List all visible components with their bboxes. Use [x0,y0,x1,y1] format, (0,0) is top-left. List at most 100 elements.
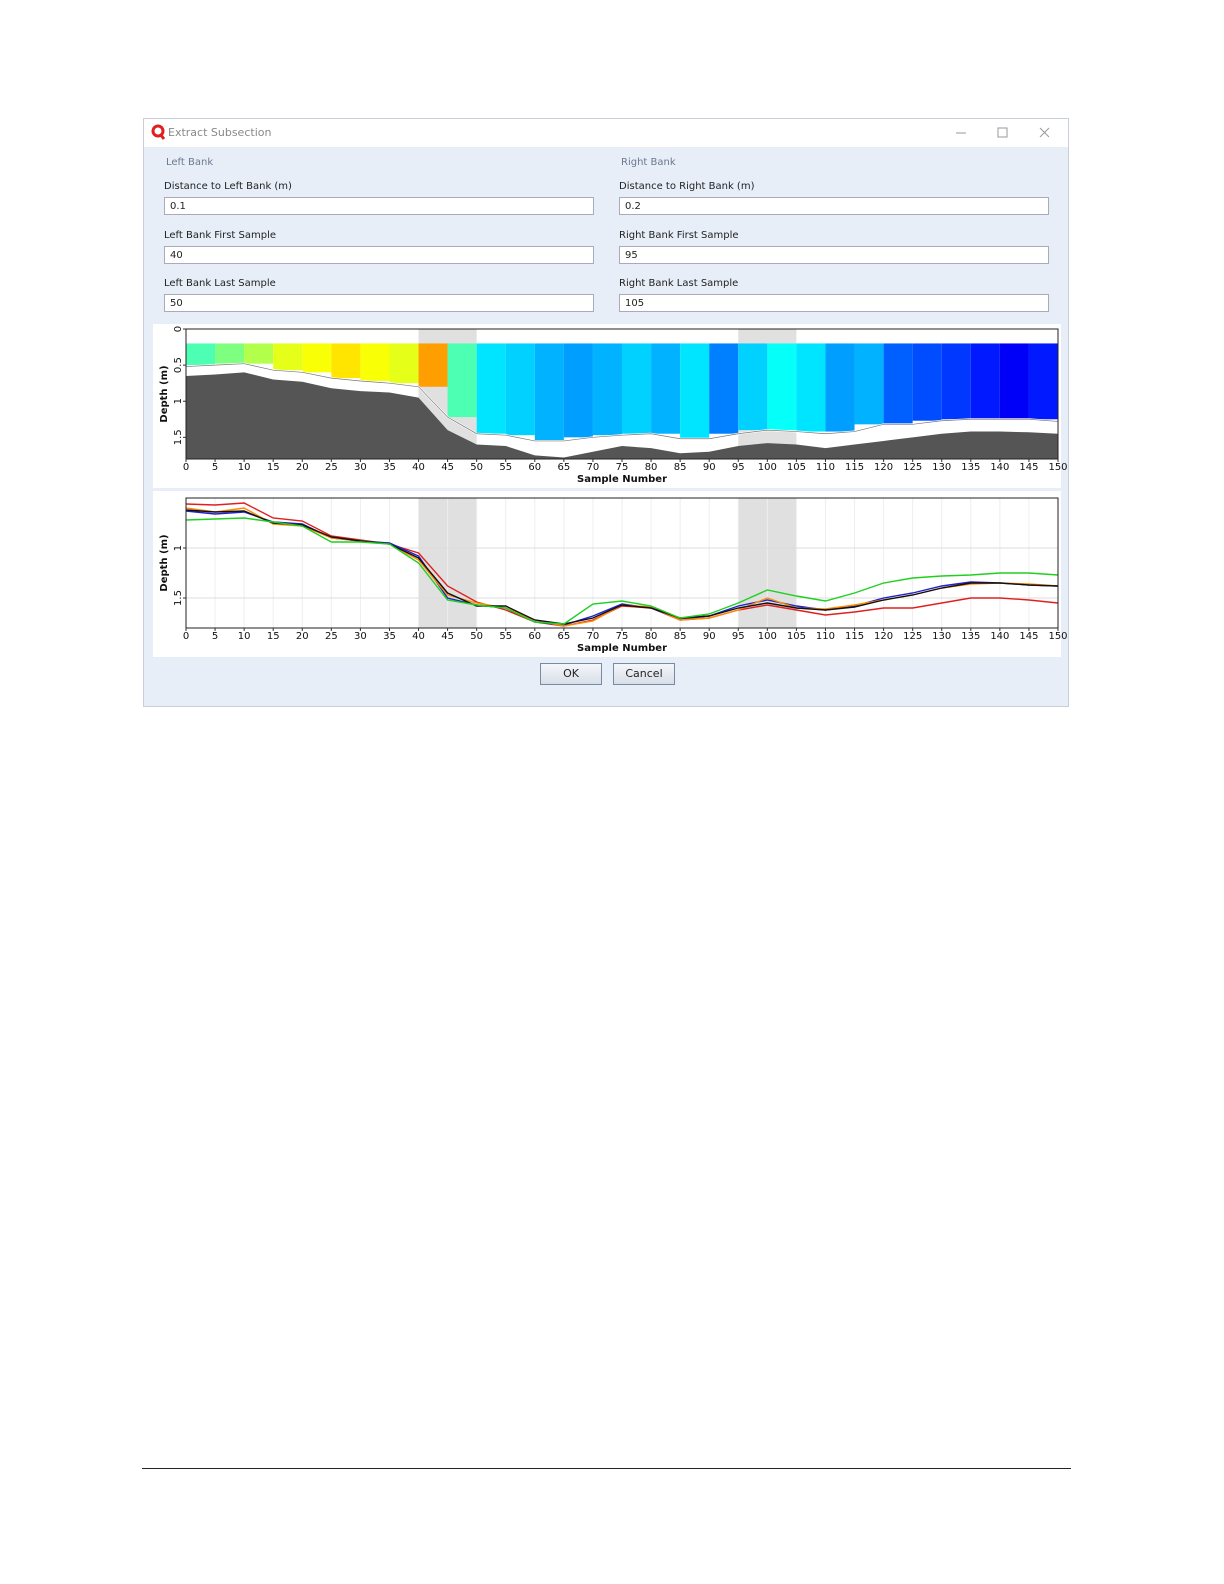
cancel-button[interactable]: Cancel [613,663,675,685]
heatmap-cell [622,343,652,434]
text-input[interactable]: 0.1 [164,197,594,215]
heatmap-cell [970,343,1000,420]
x-tick-label: 15 [267,462,280,473]
x-tick-label: 85 [674,462,687,473]
x-tick-label: 150 [1048,462,1067,473]
x-tick-label: 5 [212,462,218,473]
text-input[interactable]: 50 [164,294,594,312]
y-axis-label: Depth (m) [159,365,170,422]
x-tick-label: 135 [961,631,980,642]
x-tick-label: 35 [383,462,396,473]
heatmap-cell [999,343,1029,420]
x-tick-label: 90 [703,462,716,473]
x-tick-label: 55 [499,631,512,642]
x-tick-label: 20 [296,631,309,642]
heatmap-cell [738,343,768,431]
charts: 0 5 10 15 20 25 30 35 40 45 50 55 60 65 70 75 80 85 90 95 10… [153,324,1068,657]
heatmap-cell [883,343,913,425]
x-tick-label: 10 [238,462,251,473]
heatmap-cell [186,343,216,366]
y-tick-label: 1 [173,398,184,404]
x-tick-label: 20 [296,462,309,473]
field-label: Left Bank Last Sample [164,278,276,289]
x-tick-label: 105 [787,631,806,642]
x-tick-label: 125 [903,631,922,642]
bed-area [186,372,1058,459]
x-tick-label: 30 [354,462,367,473]
x-tick-label: 50 [470,631,483,642]
heatmap-cell [302,343,332,373]
x-tick-label: 25 [325,462,338,473]
heatmap-cell [825,343,855,432]
x-tick-label: 75 [616,631,629,642]
x-tick-label: 150 [1048,631,1067,642]
footer-rule [142,1468,1071,1469]
y-tick-label: 1 [173,545,184,551]
field-label: Distance to Left Bank (m) [164,181,292,192]
text-input[interactable]: 0.2 [619,197,1049,215]
x-tick-label: 100 [758,462,777,473]
heatmap-cell [273,343,303,371]
heatmap-cell [709,343,739,434]
x-tick-label: 45 [441,631,454,642]
x-tick-label: 55 [499,462,512,473]
depth-line [185,517,1059,625]
title-bar: Extract Subsection [144,119,1068,147]
x-tick-label: 115 [845,631,864,642]
group-title: Left Bank [166,157,214,168]
text-input[interactable]: 95 [619,245,1049,264]
heatmap-cell [767,343,797,431]
heatmap-cell [1028,343,1058,420]
heatmap-cell [651,343,681,434]
heatmap-cell [941,343,971,420]
plot-frame [185,328,1059,460]
x-tick-label: 70 [587,631,600,642]
heatmap-cell [592,343,622,436]
app-icon [151,124,166,140]
x-tick-label: 95 [732,462,745,473]
x-tick-label: 75 [616,462,629,473]
y-axis-label: Depth (m) [159,534,170,591]
x-tick-label: 110 [816,462,835,473]
heatmap-cell [796,343,826,432]
text-input[interactable]: 105 [619,294,1049,312]
x-tick-label: 110 [816,631,835,642]
heatmap-cell [244,343,274,364]
x-tick-label: 80 [645,631,658,642]
text-input[interactable]: 40 [164,245,594,264]
x-tick-label: 140 [990,462,1009,473]
heatmap-cell [389,343,419,384]
x-tick-label: 5 [212,631,218,642]
x-tick-label: 145 [1019,631,1038,642]
heatmap-cell [418,343,448,387]
heatmap-cell [912,343,942,421]
x-tick-label: 105 [787,462,806,473]
ok-button[interactable]: OK [540,663,602,685]
group-title: Right Bank [621,157,676,168]
y-tick-label: 0.5 [173,357,184,373]
plot-frame [185,497,1059,629]
x-tick-label: 90 [703,631,716,642]
field-label: Right Bank Last Sample [619,278,739,289]
depth-line [185,502,1059,627]
x-tick-label: 45 [441,462,454,473]
x-tick-label: 95 [732,631,745,642]
heatmap-cell [215,343,245,364]
x-tick-label: 65 [557,631,570,642]
x-tick-label: 130 [932,631,951,642]
window-controls[interactable] [948,119,1058,147]
heatmap-cell [331,343,361,379]
field-label: Left Bank First Sample [164,229,277,241]
heatmap-cell [563,343,593,438]
y-tick-label: 1.5 [173,590,184,606]
chart-panel [153,491,1061,657]
field-label: Right Bank First Sample [619,229,739,241]
x-tick-label: 100 [758,631,777,642]
x-tick-label: 50 [470,462,483,473]
y-tick-label: 1.5 [173,429,184,445]
heatmap-cell [476,343,506,434]
x-tick-label: 40 [412,462,425,473]
field-label: Distance to Right Bank (m) [619,181,755,192]
x-tick-label: 0 [183,462,189,473]
